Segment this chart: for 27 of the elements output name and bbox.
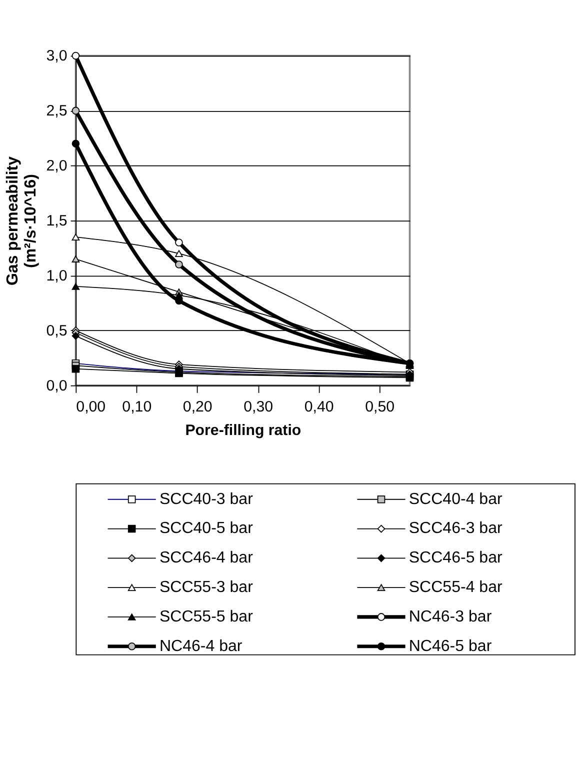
x-tick-label: 0,40: [304, 398, 334, 416]
legend-label: SCC40-4 bar: [408, 490, 503, 508]
legend-label: SCC55-3 bar: [159, 578, 254, 596]
x-tick-label: 0,10: [122, 398, 152, 416]
legend-label: SCC46-4 bar: [159, 548, 254, 567]
legend-label: SCC40-5 bar: [159, 519, 254, 538]
y-tick-label: 2,5: [46, 102, 68, 120]
y-tick-label: 1,0: [46, 267, 68, 284]
legend-label: SCC55-4 bar: [408, 578, 503, 596]
legend-label: NC46-3 bar: [408, 607, 492, 626]
y-tick-label: 1,5: [46, 212, 68, 230]
x-tick-label: 0,20: [182, 398, 212, 416]
x-tick-label: 0,00: [76, 398, 106, 416]
x-axis-title: Pore-filling ratio: [185, 422, 302, 439]
y-tick-label: 3,0: [46, 48, 68, 65]
legend-label: NC46-4 bar: [159, 636, 243, 655]
y-tick-label: 2,0: [46, 158, 68, 175]
y-tick-label: 0,5: [46, 322, 68, 340]
y-tick-label: 0,0: [46, 377, 68, 394]
y-axis-title: Gas permeability (m²/s·10^16): [4, 156, 40, 286]
x-tick-label: 0,50: [365, 398, 395, 416]
legend-label: SCC46-5 bar: [408, 548, 503, 567]
legend-label: SCC55-5 bar: [159, 607, 254, 626]
legend-label: SCC46-3 bar: [408, 519, 503, 538]
legend-label: NC46-5 bar: [408, 636, 492, 655]
legend-label: SCC40-3 bar: [159, 490, 254, 508]
x-tick-label: 0,30: [244, 398, 274, 416]
